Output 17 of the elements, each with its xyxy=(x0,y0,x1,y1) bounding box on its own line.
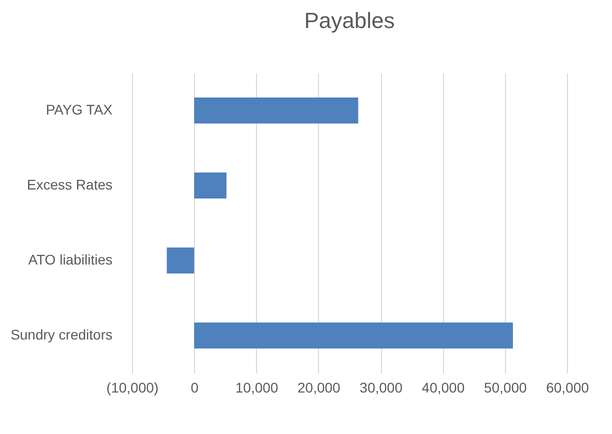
bar xyxy=(194,172,226,198)
chart-title: Payables xyxy=(304,8,395,33)
bar xyxy=(194,322,513,348)
x-tick-label: 50,000 xyxy=(484,380,527,396)
x-tick-label: 30,000 xyxy=(360,380,403,396)
x-tick-label: 40,000 xyxy=(422,380,465,396)
y-tick-label: Sundry creditors xyxy=(10,326,112,342)
bar xyxy=(166,248,194,274)
y-tick-label: Excess Rates xyxy=(26,176,112,192)
x-tick-label: 0 xyxy=(190,380,199,396)
y-tick-label: ATO liabilities xyxy=(28,252,112,268)
x-tick-label: 10,000 xyxy=(235,380,278,396)
y-tick-label: PAYG TAX xyxy=(46,102,114,118)
bar xyxy=(194,98,358,124)
x-tick-label: (10,000) xyxy=(106,380,159,396)
x-tick-label: 60,000 xyxy=(546,380,590,396)
x-tick-label: 20,000 xyxy=(298,380,341,396)
